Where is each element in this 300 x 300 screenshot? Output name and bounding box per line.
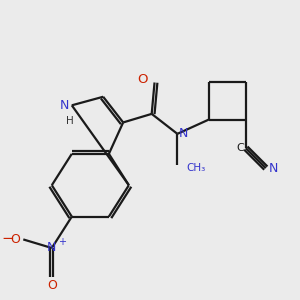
Text: O: O: [137, 73, 147, 86]
Text: +: +: [58, 237, 66, 247]
Text: −: −: [1, 230, 14, 245]
Text: N: N: [60, 99, 69, 112]
Text: N: N: [269, 162, 278, 175]
Text: N: N: [179, 128, 188, 140]
Text: CH₃: CH₃: [186, 163, 205, 173]
Text: H: H: [67, 116, 74, 126]
Text: N: N: [47, 242, 56, 254]
Text: O: O: [11, 233, 20, 246]
Text: C: C: [237, 143, 244, 153]
Text: O: O: [47, 279, 57, 292]
